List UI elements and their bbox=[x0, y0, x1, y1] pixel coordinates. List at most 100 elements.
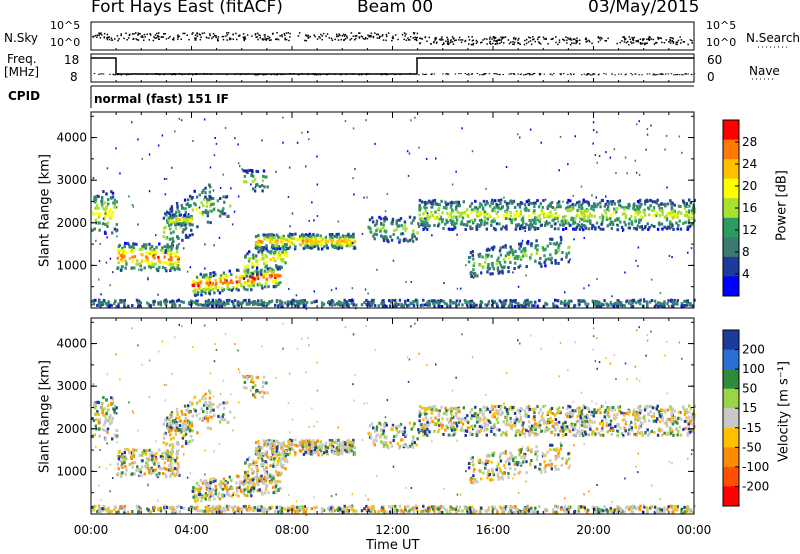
noise-dot bbox=[96, 34, 99, 36]
noise-dot bbox=[391, 39, 393, 42]
noise-dot bbox=[441, 36, 443, 38]
power-cell bbox=[341, 240, 344, 244]
power-cell bbox=[260, 299, 263, 303]
velocity-cell bbox=[132, 451, 135, 454]
velocity-cell bbox=[260, 452, 264, 455]
power-cell bbox=[469, 272, 472, 275]
power-cell bbox=[192, 289, 195, 293]
power-cell bbox=[197, 291, 200, 294]
velocity-cell bbox=[230, 486, 233, 490]
power-cell bbox=[206, 210, 210, 214]
power-cell bbox=[481, 207, 485, 211]
nave-dot bbox=[373, 73, 375, 75]
power-cell bbox=[437, 304, 440, 308]
velocity-cell bbox=[340, 449, 344, 453]
power-cell bbox=[527, 209, 530, 212]
velocity-cell bbox=[124, 472, 127, 476]
power-speckle bbox=[189, 304, 192, 307]
power-cell bbox=[209, 221, 212, 225]
velocity-cell bbox=[328, 443, 332, 447]
power-cell bbox=[544, 214, 547, 218]
power-cell bbox=[220, 211, 224, 215]
power-cell bbox=[265, 244, 268, 248]
power-cell bbox=[292, 242, 295, 246]
nave-dot bbox=[598, 73, 600, 75]
nave-dot bbox=[209, 73, 212, 75]
power-cell bbox=[159, 303, 163, 307]
noise-dot bbox=[503, 36, 505, 39]
power-cell bbox=[486, 266, 490, 270]
power-cell bbox=[454, 207, 458, 211]
power-cell bbox=[580, 206, 583, 210]
power-cell bbox=[258, 185, 261, 188]
power-cell bbox=[370, 299, 374, 303]
power-cell bbox=[267, 285, 270, 289]
power-cell bbox=[504, 245, 507, 249]
power-cell bbox=[288, 242, 292, 245]
power-cell bbox=[98, 212, 101, 216]
power-cell bbox=[323, 245, 326, 249]
power-cell bbox=[437, 222, 441, 226]
power-cell bbox=[260, 246, 264, 249]
power-cell bbox=[207, 283, 210, 287]
power-cell bbox=[661, 227, 664, 231]
velocity-cell bbox=[276, 452, 279, 456]
power-cell bbox=[411, 234, 414, 237]
power-cell bbox=[159, 300, 162, 304]
noise-dot bbox=[652, 38, 655, 41]
nave-dot bbox=[132, 73, 135, 75]
power-cell bbox=[611, 200, 615, 203]
power-cell bbox=[244, 264, 247, 268]
power-cell bbox=[176, 255, 180, 259]
power-cell bbox=[269, 300, 272, 304]
date-label: 03/May/2015 bbox=[588, 0, 700, 17]
velocity-cell bbox=[247, 490, 250, 494]
velocity-cell bbox=[121, 462, 124, 466]
velocity-cell bbox=[236, 489, 239, 493]
velocity-cell bbox=[245, 487, 248, 491]
power-cell bbox=[174, 254, 177, 258]
velocity-cell bbox=[260, 478, 263, 482]
power-cell bbox=[258, 282, 261, 286]
power-cell bbox=[195, 275, 199, 279]
velocity-cell bbox=[91, 417, 94, 421]
nave-dot bbox=[446, 73, 448, 74]
power-speckle bbox=[595, 196, 597, 199]
power-cell bbox=[110, 215, 113, 219]
power-cell bbox=[598, 300, 601, 304]
power-speckle bbox=[344, 120, 347, 123]
power-cell bbox=[97, 215, 100, 219]
power-cell bbox=[509, 200, 512, 204]
power-cell bbox=[151, 245, 154, 249]
power-cell bbox=[616, 223, 620, 227]
power-cell bbox=[403, 224, 406, 228]
power-cell bbox=[204, 209, 208, 213]
power-cell bbox=[290, 300, 293, 304]
power-cell bbox=[576, 209, 579, 212]
nave-dot bbox=[625, 73, 627, 75]
nave-scatter bbox=[93, 73, 696, 76]
power-cell bbox=[508, 256, 511, 260]
power-speckle bbox=[505, 166, 508, 168]
power-cell bbox=[518, 247, 521, 251]
power-speckle bbox=[219, 186, 222, 189]
power-cell bbox=[422, 217, 426, 221]
noise-dot bbox=[415, 37, 417, 39]
power-cell bbox=[520, 242, 523, 246]
velocity-cell bbox=[321, 443, 324, 447]
nave-dot bbox=[550, 73, 552, 75]
velocity-cell bbox=[198, 399, 201, 403]
power-cell bbox=[143, 243, 146, 247]
power-cell bbox=[455, 204, 459, 208]
power-cell bbox=[634, 219, 637, 223]
power-cell bbox=[631, 222, 634, 226]
power-cell bbox=[642, 210, 645, 214]
velocity-cell bbox=[308, 443, 311, 447]
power-cell bbox=[326, 246, 329, 250]
noise-dot bbox=[645, 43, 647, 45]
power-cell bbox=[605, 302, 608, 306]
power-cell bbox=[676, 227, 679, 231]
power-cell bbox=[110, 212, 113, 216]
power-cell bbox=[330, 303, 333, 307]
power-cell bbox=[398, 238, 402, 242]
